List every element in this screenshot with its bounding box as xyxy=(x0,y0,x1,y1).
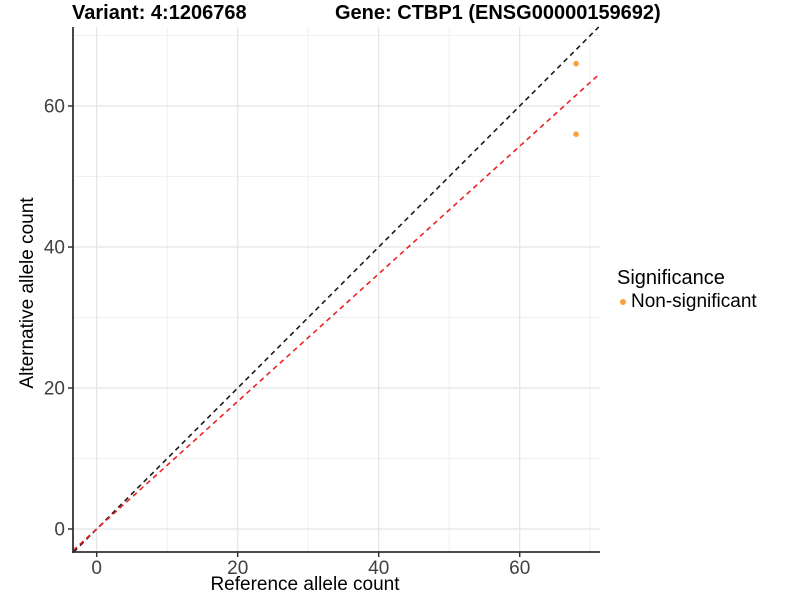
data-point xyxy=(573,60,579,67)
identity-line xyxy=(73,26,600,553)
y-tick-label: 40 xyxy=(44,238,65,259)
legend-title: Significance xyxy=(617,267,725,289)
y-tick-label: 0 xyxy=(54,520,65,541)
legend: Significance Non-significant xyxy=(617,266,757,313)
x-tick-label: 60 xyxy=(509,558,530,579)
x-tick-label: 40 xyxy=(368,558,389,579)
x-tick-label: 20 xyxy=(227,558,248,579)
y-tick-label: 20 xyxy=(44,379,65,400)
expected-ratio-line xyxy=(72,72,601,552)
y-axis-title: Alternative allele count xyxy=(17,197,38,389)
x-axis-title: Reference allele count xyxy=(210,574,400,595)
y-tick-label: 60 xyxy=(44,97,65,118)
plot-title-gene: Gene: CTBP1 (ENSG00000159692) xyxy=(335,2,661,24)
legend-item-label: Non-significant xyxy=(631,291,757,312)
data-point xyxy=(573,131,579,137)
legend-item-non-significant: Non-significant xyxy=(617,291,757,313)
legend-point-icon xyxy=(620,299,626,305)
plot-title-variant: Variant: 4:1206768 xyxy=(72,2,247,24)
x-tick-label: 0 xyxy=(91,558,102,579)
